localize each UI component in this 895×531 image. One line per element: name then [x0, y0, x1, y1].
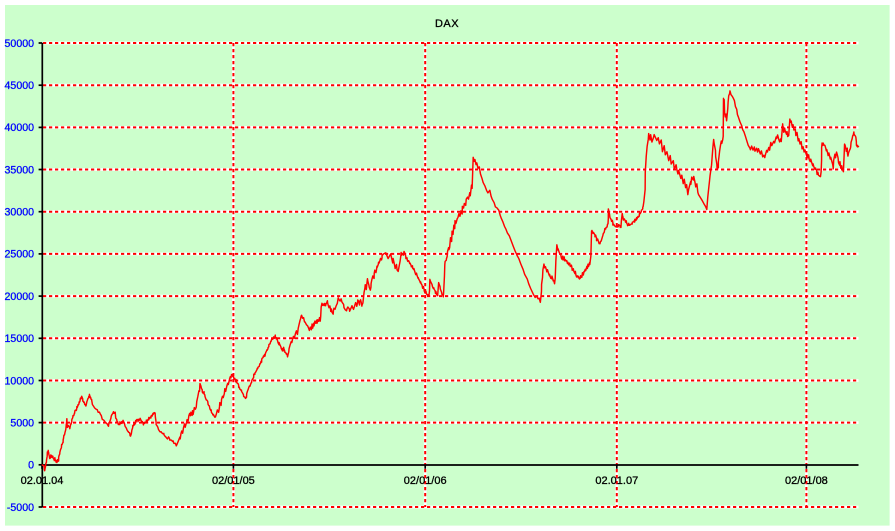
svg-text:30000: 30000: [5, 207, 35, 219]
svg-text:02.01.07: 02.01.07: [595, 475, 638, 487]
svg-text:35000: 35000: [5, 164, 35, 176]
svg-text:45000: 45000: [5, 80, 35, 92]
svg-text:02/01/08: 02/01/08: [785, 475, 828, 487]
svg-text:20000: 20000: [5, 291, 35, 303]
svg-text:02/01/06: 02/01/06: [404, 475, 447, 487]
svg-text:25000: 25000: [5, 249, 35, 261]
svg-text:-5000: -5000: [7, 502, 34, 514]
svg-text:02.01.04: 02.01.04: [21, 475, 64, 487]
svg-text:DAX: DAX: [435, 18, 459, 30]
svg-text:15000: 15000: [5, 333, 35, 345]
svg-text:10000: 10000: [5, 375, 35, 387]
svg-text:40000: 40000: [5, 122, 35, 134]
svg-text:5000: 5000: [10, 417, 34, 429]
svg-text:02/01/05: 02/01/05: [212, 475, 255, 487]
svg-text:50000: 50000: [5, 38, 35, 50]
svg-text:0: 0: [28, 460, 34, 472]
